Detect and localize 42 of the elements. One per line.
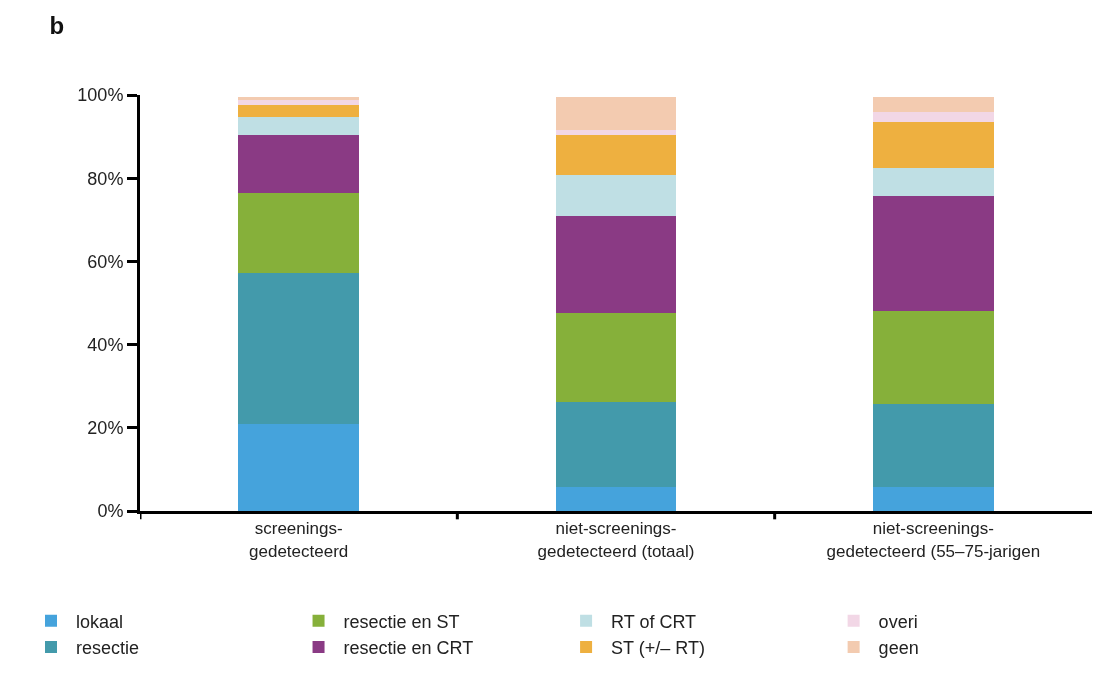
y-tick-label: 100%	[77, 85, 124, 106]
legend-label: geen	[878, 638, 919, 659]
legend-label: lokaal	[76, 611, 124, 632]
bar	[555, 312, 677, 402]
bar	[873, 97, 994, 113]
x-tick-label: screenings- gedetecteerd	[249, 519, 349, 561]
bar	[238, 104, 359, 118]
bar	[873, 403, 994, 488]
x-tick-label: niet-screenings- gedetecteerd (55–75-jarigen	[826, 519, 1041, 561]
y-tick-label: 80%	[87, 168, 124, 189]
y-tick-label: 60%	[87, 251, 124, 272]
y-tick-label: 40%	[87, 334, 124, 355]
bar	[555, 97, 677, 130]
legend-label: overi	[878, 611, 918, 632]
legend-label: resectie en CRT	[343, 638, 474, 659]
bar	[238, 99, 359, 105]
y-tick-label: 20%	[87, 418, 124, 439]
bar	[555, 174, 677, 216]
bar	[555, 487, 677, 511]
bar	[555, 215, 677, 313]
bar	[873, 311, 994, 404]
legend-label: resectie	[76, 638, 140, 659]
bar	[238, 273, 359, 425]
bar	[555, 401, 677, 488]
bar	[873, 112, 994, 123]
legend-label: RT of CRT	[611, 611, 697, 632]
bar	[555, 134, 677, 175]
chart-title: b	[49, 11, 65, 39]
bar	[873, 122, 994, 168]
bar	[873, 167, 994, 196]
bar	[238, 424, 359, 511]
bar	[873, 487, 994, 511]
x-tick-label: niet-screenings- gedetecteerd (totaal)	[537, 519, 695, 561]
bar	[238, 97, 359, 100]
bar	[238, 192, 359, 274]
legend-label: resectie en ST	[343, 611, 460, 632]
bar	[873, 195, 994, 312]
bar	[238, 117, 359, 135]
y-tick-label: 0%	[97, 501, 124, 522]
legend-label: ST (+/– RT)	[611, 638, 705, 659]
bar	[555, 129, 677, 135]
bar	[238, 134, 359, 193]
